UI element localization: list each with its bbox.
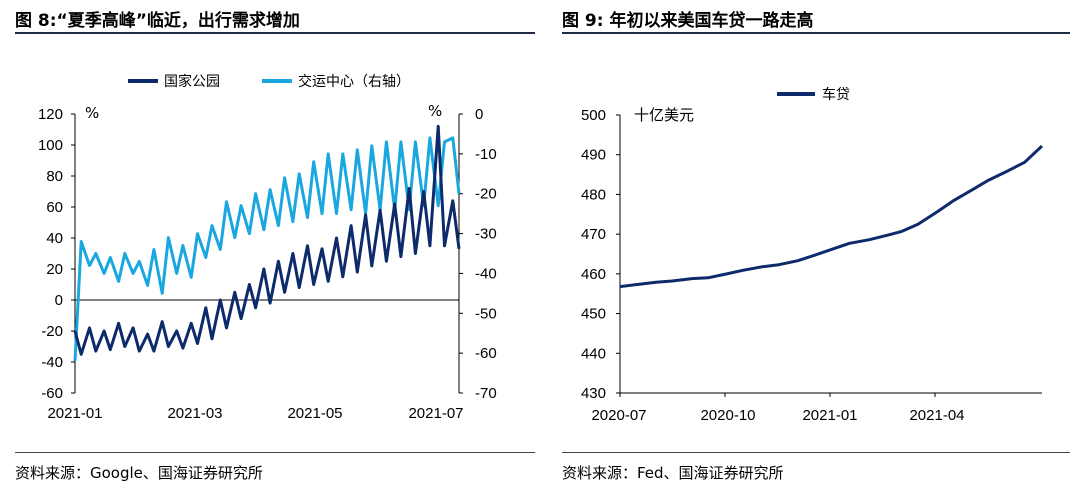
- left-chart: 120 100 80 60 40 20 0 -20 -40 -60 0 -10 -20 -30 -40 -50…: [38, 73, 497, 422]
- x-tick-label: 2021-01: [47, 405, 102, 422]
- left-title-rule: [15, 32, 535, 34]
- right-source-note: 资料来源：Fed、国海证券研究所: [562, 464, 784, 482]
- right-y-tick-label: -40: [475, 265, 497, 282]
- y-tick-label: 440: [581, 345, 606, 362]
- left-y-unit: %: [85, 104, 99, 122]
- right-source-rule: [562, 452, 1070, 453]
- left-y-tick-label: 0: [55, 292, 63, 309]
- x-tick-label: 2021-07: [408, 405, 463, 422]
- series-line-transit: [73, 136, 461, 362]
- right-y-unit: %: [428, 102, 442, 120]
- left-y-tick-label: -60: [41, 385, 63, 402]
- right-y-tick-label: -30: [475, 226, 497, 243]
- right-chart: 500 490 480 470 460 450 440 430 十亿美元 2020-07 2020-…: [581, 86, 1044, 424]
- legend-label-auto-loan: 车贷: [822, 86, 850, 103]
- y-tick-label: 470: [581, 226, 606, 243]
- y-tick-label: 460: [581, 266, 606, 283]
- right-y-tick-label: -20: [475, 186, 497, 203]
- left-y-tick-label: -20: [41, 323, 63, 340]
- left-y-tick-label: 40: [46, 230, 63, 247]
- series-line-auto-loan: [619, 144, 1044, 289]
- left-source-rule: [15, 452, 535, 453]
- y-tick-label: 490: [581, 147, 606, 164]
- right-y-tick-label: -70: [475, 385, 497, 402]
- x-tick-label: 2021-01: [802, 407, 857, 424]
- right-y-tick-label: -10: [475, 146, 497, 163]
- right-figure-title: 图 9: 年初以来美国车贷一路走高: [562, 11, 814, 31]
- series-line-national-park: [73, 124, 461, 356]
- y-tick-label: 480: [581, 186, 606, 203]
- left-y-tick-label: 20: [46, 261, 63, 278]
- x-tick-label: 2021-03: [167, 405, 222, 422]
- y-tick-label: 430: [581, 385, 606, 402]
- legend-label-transit: 交运中心（右轴）: [298, 73, 410, 90]
- legend-label-national-park: 国家公园: [164, 73, 220, 90]
- right-y-tick-label: -50: [475, 305, 497, 322]
- x-tick-label: 2021-04: [909, 407, 964, 424]
- y-tick-label: 500: [581, 107, 606, 124]
- x-tick-label: 2021-05: [287, 405, 342, 422]
- left-y-tick-label: 60: [46, 199, 63, 216]
- left-figure-title: 图 8:“夏季高峰”临近，出行需求增加: [15, 11, 300, 31]
- left-y-tick-label: 120: [38, 106, 63, 123]
- y-tick-label: 450: [581, 306, 606, 323]
- right-title-rule: [562, 32, 1070, 34]
- left-y-tick-label: 100: [38, 137, 63, 154]
- x-tick-label: 2020-10: [700, 407, 755, 424]
- right-y-tick-label: 0: [475, 106, 483, 123]
- left-y-tick-label: 80: [46, 168, 63, 185]
- y-unit: 十亿美元: [634, 106, 694, 124]
- left-source-note: 资料来源：Google、国海证券研究所: [15, 464, 263, 482]
- x-tick-label: 2020-07: [591, 407, 646, 424]
- left-y-tick-label: -40: [41, 354, 63, 371]
- right-y-tick-label: -60: [475, 345, 497, 362]
